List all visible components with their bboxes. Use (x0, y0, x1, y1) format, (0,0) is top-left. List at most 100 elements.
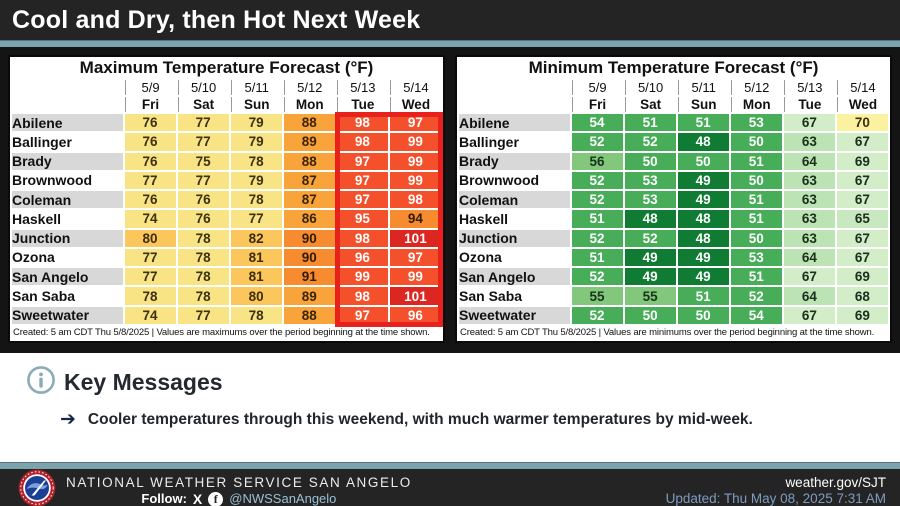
temp-cell: 67 (836, 229, 888, 247)
temp-cell: 67 (783, 268, 835, 286)
footer-social-row: Follow: X f @NWSSanAngelo (141, 491, 336, 506)
table-row: San Angelo 77 78 81 91 99 99 (12, 268, 441, 286)
max-table-header: 5/9 5/10 5/11 5/12 5/13 5/14 Fri Sat Sun Mon Tue We… (12, 80, 441, 112)
temp-cell: 98 (389, 191, 441, 209)
temp-cell: 76 (177, 210, 229, 228)
table-row: Ballinger 76 77 79 89 98 99 (12, 133, 441, 151)
day-header: Sat (177, 97, 229, 112)
table-row: Brownwood 77 77 79 87 97 99 (12, 171, 441, 190)
temp-cell: 70 (836, 114, 888, 132)
temp-cell: 77 (124, 171, 176, 190)
min-table-title: Minimum Temperature Forecast (°F) (528, 58, 819, 77)
temp-cell: 48 (624, 210, 676, 228)
table-row: Coleman 76 76 78 87 97 98 (12, 191, 441, 209)
key-messages-header: Key Messages (26, 365, 900, 400)
temp-cell: 81 (230, 268, 282, 286)
temp-cell: 101 (389, 229, 441, 247)
temp-cell: 53 (730, 248, 782, 267)
temp-cell: 65 (836, 210, 888, 228)
temp-cell: 49 (677, 191, 729, 209)
temp-cell: 99 (389, 268, 441, 286)
city-column-header (12, 80, 123, 95)
date-header: 5/10 (177, 80, 229, 95)
min-temp-table: 5/9 5/10 5/11 5/12 5/13 5/14 Fri Sat Sun Mon Tue We… (457, 78, 890, 326)
bottom-accent-stripe (0, 462, 900, 469)
day-header: Mon (730, 97, 782, 112)
table-row: Brownwood 52 53 49 50 63 67 (459, 171, 888, 190)
facebook-icon[interactable]: f (208, 491, 224, 506)
city-column-header (459, 80, 570, 95)
x-icon[interactable]: X (192, 491, 203, 506)
temp-cell: 78 (177, 229, 229, 247)
temp-cell: 50 (730, 133, 782, 151)
footer-right: weather.gov/SJT Updated: Thu May 08, 202… (666, 474, 886, 506)
temp-cell: 49 (677, 171, 729, 190)
temp-cell: 52 (571, 306, 623, 324)
temp-cell: 86 (283, 210, 335, 228)
temp-cell: 53 (624, 191, 676, 209)
day-header: Mon (283, 97, 335, 112)
temp-cell: 76 (177, 191, 229, 209)
tables-band: Maximum Temperature Forecast (°F) 5/9 5/1… (0, 47, 900, 353)
temp-cell: 48 (677, 133, 729, 151)
max-table-body: Abilene 76 77 79 88 98 97 Ballinger 76 77 79 89 98 99… (12, 114, 441, 324)
temp-cell: 78 (230, 152, 282, 170)
temp-cell: 76 (124, 133, 176, 151)
temp-cell: 52 (571, 268, 623, 286)
temp-cell: 97 (336, 306, 388, 324)
city-cell: San Angelo (12, 268, 123, 286)
temp-cell: 49 (677, 248, 729, 267)
temp-cell: 51 (730, 268, 782, 286)
temp-cell: 69 (836, 306, 888, 324)
temp-cell: 64 (783, 152, 835, 170)
footer-left: NATIONAL WEATHER SERVICE SAN ANGELO Foll… (18, 469, 412, 506)
table-row: Abilene 76 77 79 88 98 97 (12, 114, 441, 132)
table-row: Junction 80 78 82 90 98 101 (12, 229, 441, 247)
city-column-header (12, 97, 123, 112)
social-handle[interactable]: @NWSSanAngelo (229, 491, 337, 506)
temp-cell: 49 (677, 268, 729, 286)
temp-cell: 87 (283, 171, 335, 190)
temp-cell: 76 (124, 114, 176, 132)
temp-cell: 53 (624, 171, 676, 190)
temp-cell: 48 (677, 229, 729, 247)
temp-cell: 51 (730, 191, 782, 209)
temp-cell: 51 (677, 114, 729, 132)
table-row: Sweetwater 52 50 50 54 67 69 (459, 306, 888, 324)
date-header: 5/13 (783, 80, 835, 95)
temp-cell: 63 (783, 191, 835, 209)
temp-cell: 94 (389, 210, 441, 228)
table-row: Junction 52 52 48 50 63 67 (459, 229, 888, 247)
city-cell: Ballinger (459, 133, 519, 150)
temp-cell: 51 (571, 210, 623, 228)
temp-cell: 97 (336, 171, 388, 190)
table-row: Brady 76 75 78 88 97 99 (12, 152, 441, 170)
temp-cell: 89 (283, 287, 335, 305)
city-cell: Coleman (459, 191, 570, 209)
footer-website[interactable]: weather.gov/SJT (785, 475, 886, 490)
table-row: Brady 56 50 50 51 64 69 (459, 152, 888, 170)
temp-cell: 51 (677, 287, 729, 305)
temp-cell: 90 (283, 229, 335, 247)
temp-cell: 88 (283, 306, 335, 324)
temp-cell: 67 (783, 114, 835, 132)
temp-cell: 101 (389, 287, 441, 305)
day-header: Sun (230, 97, 282, 112)
date-header: 5/11 (230, 80, 282, 95)
temp-cell: 77 (124, 248, 176, 267)
city-cell: Junction (459, 229, 570, 247)
temp-cell: 99 (389, 133, 441, 151)
table-row: San Saba 78 78 80 89 98 101 (12, 287, 441, 305)
temp-cell: 52 (624, 229, 676, 247)
temp-cell: 91 (283, 268, 335, 286)
key-messages-section: Key Messages ➔ Cooler temperatures throu… (0, 353, 900, 462)
temp-cell: 64 (783, 248, 835, 267)
info-icon (26, 365, 56, 400)
table-row: San Saba 55 55 51 52 64 68 (459, 287, 888, 305)
max-table-title: Maximum Temperature Forecast (°F) (79, 58, 374, 77)
temp-cell: 63 (783, 229, 835, 247)
temp-cell: 51 (624, 114, 676, 132)
temp-cell: 50 (677, 152, 729, 170)
temp-cell: 95 (336, 210, 388, 228)
